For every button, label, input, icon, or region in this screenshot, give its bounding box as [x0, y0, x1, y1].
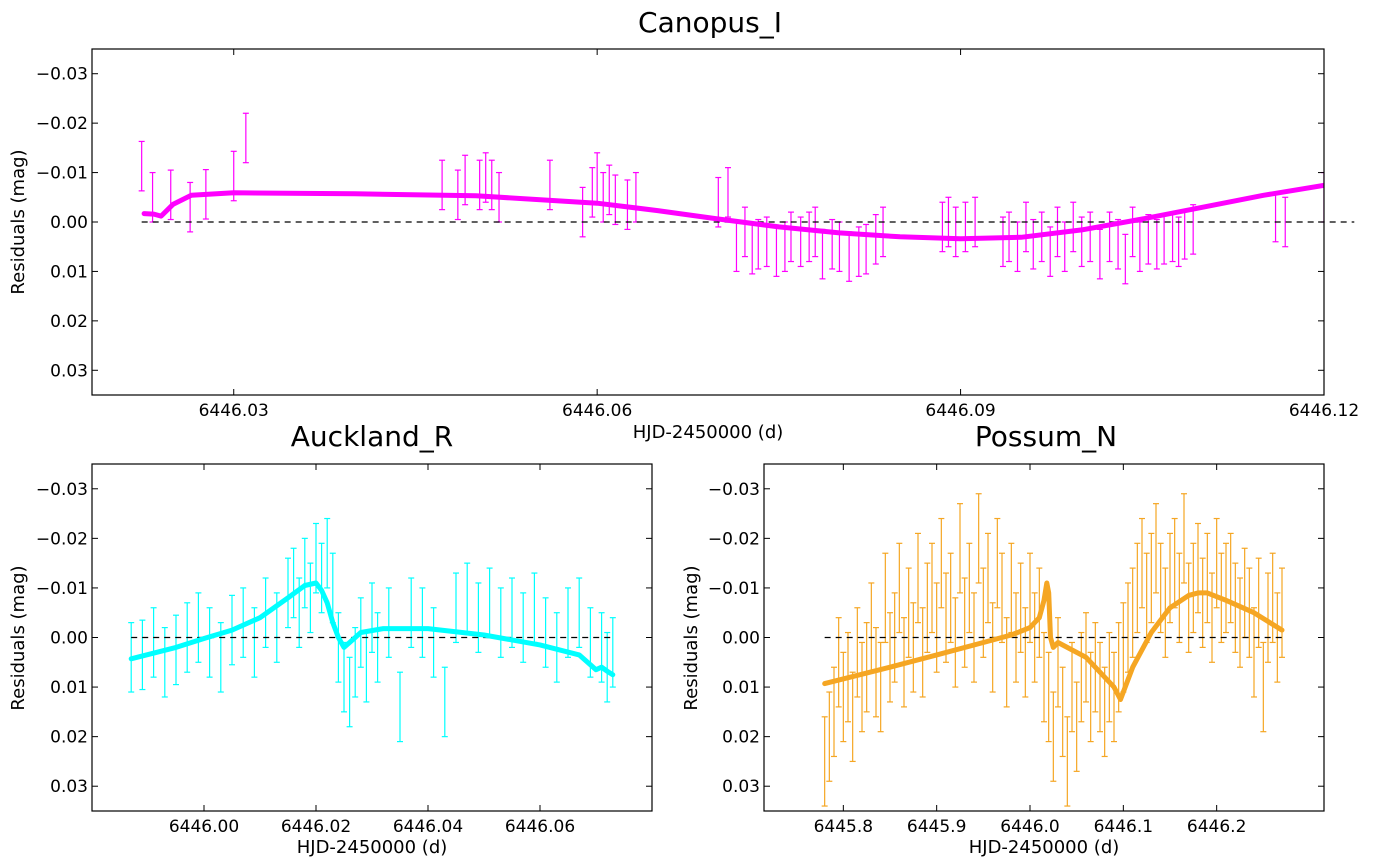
- model-curve: [822, 580, 1285, 702]
- y-tick-label: 0.01: [722, 678, 760, 698]
- error-bars: [128, 517, 616, 743]
- x-tick-label: 6446.04: [393, 817, 463, 837]
- x-tick-label: 6446.06: [562, 401, 632, 421]
- chart-title: Canopus_I: [638, 6, 782, 39]
- y-axis-label: Residuals (mag): [681, 565, 702, 710]
- chart-panel-possum: Possum_N HJD-2450000 (d) Residuals (mag)…: [681, 420, 1325, 858]
- chart-panel-auckland: Auckland_R HJD-2450000 (d) Residuals (ma…: [8, 420, 653, 858]
- y-tick-label: −0.02: [36, 114, 88, 134]
- y-tick-label: 0.02: [50, 312, 88, 332]
- x-tick-label: 6446.12: [1289, 401, 1359, 421]
- y-tick-label: −0.02: [708, 529, 760, 549]
- y-tick-label: −0.01: [708, 579, 760, 599]
- y-tick-label: 0.03: [50, 361, 88, 381]
- x-tick-label: 6446.09: [925, 401, 995, 421]
- y-tick-label: −0.03: [708, 480, 760, 500]
- plot-area: −0.03 −0.02 −0.01 0.00 0.01 0.02 0.03 6445.8 644…: [708, 463, 1325, 837]
- chart-title: Possum_N: [975, 420, 1117, 453]
- y-tick-label: −0.03: [36, 65, 88, 85]
- y-tick-label: −0.02: [36, 529, 88, 549]
- x-tick-label: 6446.0: [1000, 817, 1059, 837]
- y-tick-label: 0.00: [722, 629, 760, 649]
- x-axis-label: HJD-2450000 (d): [297, 837, 448, 858]
- x-tick-label: 6446.2: [1187, 817, 1246, 837]
- x-tick-label: 6446.02: [281, 817, 351, 837]
- x-tick-label: 6445.8: [814, 817, 873, 837]
- error-bars: [821, 493, 1285, 807]
- y-tick-label: −0.01: [36, 579, 88, 599]
- x-tick-label: 6446.00: [169, 817, 239, 837]
- y-tick-label: 0.03: [722, 777, 760, 797]
- x-tick-label: 6446.1: [1094, 817, 1153, 837]
- plot-area: −0.03 −0.02 −0.01 0.00 0.01 0.02 0.03 6446.03 64…: [36, 48, 1359, 421]
- chart-panel-canopus: Canopus_I HJD-2450000 (d) Residuals (mag…: [8, 6, 1359, 443]
- model-curve: [128, 580, 616, 678]
- y-axis-label: Residuals (mag): [8, 565, 29, 710]
- y-tick-label: −0.01: [36, 164, 88, 184]
- x-axis-label: HJD-2450000 (d): [633, 422, 784, 443]
- x-tick-label: 6446.03: [199, 401, 269, 421]
- chart-title: Auckland_R: [291, 420, 453, 453]
- y-tick-label: −0.03: [36, 480, 88, 500]
- plot-area: −0.03 −0.02 −0.01 0.00 0.01 0.02 0.03 6446.00 64…: [36, 463, 653, 837]
- y-tick-label: 0.00: [50, 629, 88, 649]
- model-curve: [141, 182, 1324, 242]
- y-tick-label: 0.01: [50, 262, 88, 282]
- x-tick-label: 6446.06: [505, 817, 575, 837]
- y-tick-label: 0.00: [50, 213, 88, 233]
- x-axis-label: HJD-2450000 (d): [969, 837, 1120, 858]
- x-tick-label: 6445.9: [907, 817, 966, 837]
- y-tick-label: 0.03: [50, 777, 88, 797]
- y-tick-label: 0.02: [722, 728, 760, 748]
- y-axis-label: Residuals (mag): [8, 149, 29, 294]
- y-tick-label: 0.01: [50, 678, 88, 698]
- y-tick-label: 0.02: [50, 728, 88, 748]
